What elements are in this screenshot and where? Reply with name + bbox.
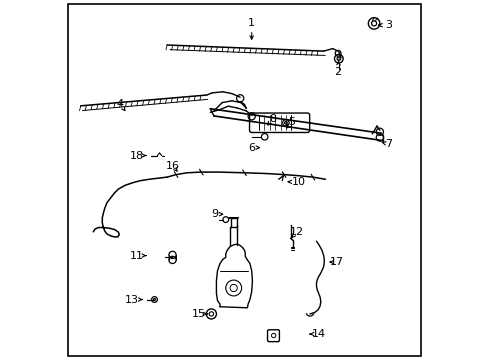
Text: 16: 16 — [165, 161, 179, 171]
Text: 6: 6 — [248, 143, 255, 153]
Text: 11: 11 — [129, 251, 143, 261]
Text: 10: 10 — [291, 177, 305, 187]
Text: 5: 5 — [287, 117, 294, 127]
Text: 8: 8 — [268, 114, 276, 124]
Text: 12: 12 — [289, 227, 303, 237]
Text: 2: 2 — [334, 67, 341, 77]
Text: 4: 4 — [117, 99, 123, 109]
Text: 15: 15 — [191, 309, 205, 319]
Circle shape — [284, 121, 287, 124]
Text: 1: 1 — [248, 18, 255, 28]
Circle shape — [153, 298, 155, 301]
Text: 17: 17 — [329, 257, 344, 267]
Text: 3: 3 — [384, 20, 391, 30]
Text: 14: 14 — [312, 329, 326, 339]
Circle shape — [336, 57, 340, 60]
Text: 18: 18 — [129, 150, 143, 161]
Text: 9: 9 — [211, 209, 218, 219]
Text: 13: 13 — [125, 294, 139, 305]
Text: 7: 7 — [384, 139, 391, 149]
